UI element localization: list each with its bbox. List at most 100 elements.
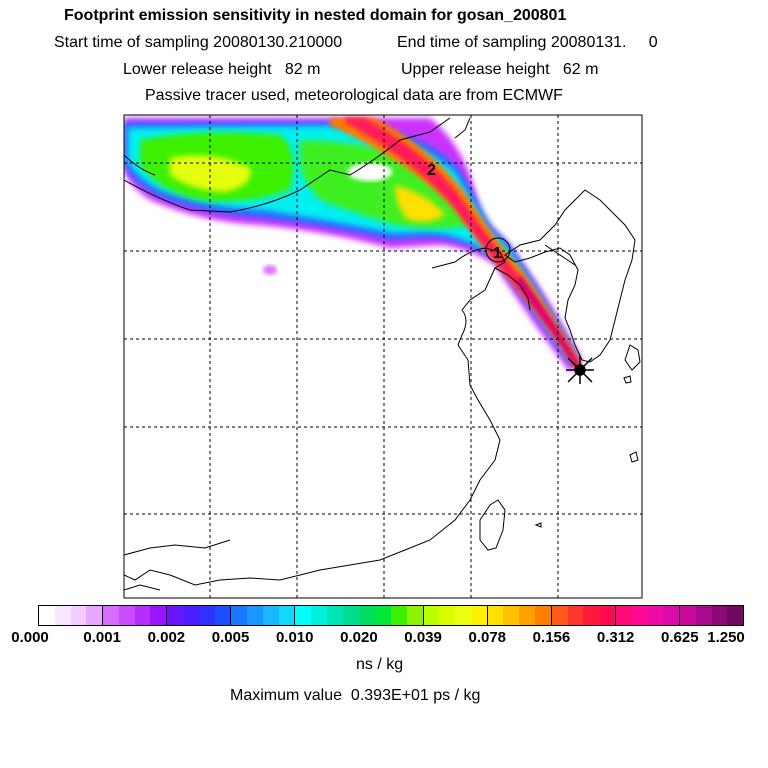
colorbar-swatch [599, 606, 615, 625]
colorbar-swatch [118, 606, 135, 625]
colorbar-segment [615, 606, 680, 625]
colorbar-swatch [278, 606, 295, 625]
colorbar-segment [679, 606, 744, 625]
colorbar-swatch [231, 606, 248, 625]
korea-peninsula [504, 189, 636, 363]
colorbar-swatch [54, 606, 71, 625]
colorbar-swatch [647, 606, 664, 625]
colorbar-swatch [470, 606, 487, 625]
northeast-coast [454, 117, 471, 139]
sampling-start-time: Start time of sampling 20080130.210000 [54, 34, 343, 51]
colorbar-swatch [198, 606, 215, 625]
island-small-2 [629, 451, 639, 463]
island-small-3 [534, 522, 542, 528]
colorbar-swatch [583, 606, 600, 625]
maximum-value: Maximum value 0.393E+01 ps / kg [230, 687, 481, 704]
colorbar-swatch [663, 606, 679, 625]
point-1-label: 1 [493, 245, 502, 262]
island-small-1 [623, 375, 632, 384]
colorbar-segment [103, 606, 168, 625]
colorbar-tick-label: 0.002 [147, 629, 186, 646]
isolated-patch [263, 265, 277, 275]
taiwan [479, 499, 506, 551]
colorbar-swatch [359, 606, 376, 625]
colorbar-tick-label: 0.005 [211, 629, 250, 646]
plume-yellow-east-region [395, 185, 445, 222]
colorbar-swatch [326, 606, 343, 625]
receptor-marker [566, 356, 594, 384]
colorbar-tick-label: 0.312 [596, 629, 635, 646]
colorbar-swatch [535, 606, 551, 625]
kyushu [624, 344, 641, 371]
plume-yellow-region [170, 155, 251, 192]
colorbar-segment [423, 606, 488, 625]
colorbar-swatch [391, 606, 407, 625]
point-1-circle [485, 237, 511, 263]
colorbar-swatch [134, 606, 151, 625]
point-2-label: 2 [427, 162, 436, 179]
map-title: Footprint emission sensitivity in nested… [64, 7, 567, 24]
colorbar-swatch [727, 606, 744, 625]
upper-release-height: Upper release height 62 m [401, 61, 599, 78]
colorbar-swatch [406, 606, 423, 625]
colorbar-swatch [695, 606, 712, 625]
colorbar-segment [359, 606, 424, 625]
china-mongolia-border [124, 117, 451, 213]
colorbar-swatch [615, 606, 632, 625]
mongolia-lake-border [124, 154, 156, 176]
colorbar-swatch [711, 606, 728, 625]
colorbar [38, 605, 744, 626]
sampling-end-time: End time of sampling 20080131. 0 [397, 34, 658, 51]
plume-hole [348, 163, 392, 181]
colorbar-swatch [262, 606, 279, 625]
colorbar-tick-label: 0.010 [275, 629, 314, 646]
colorbar-segment [551, 606, 616, 625]
colorbar-swatch [439, 606, 456, 625]
colorbar-swatch [150, 606, 167, 625]
colorbar-swatch [487, 606, 504, 625]
colorbar-segment [295, 606, 360, 625]
colorbar-swatch [375, 606, 392, 625]
colorbar-segment [487, 606, 552, 625]
coastlines [124, 117, 641, 591]
colorbar-tick-label: 1.250 [707, 629, 745, 646]
colorbar-tick-label: 0.625 [661, 629, 699, 646]
colorbar-tick-label: 0.020 [340, 629, 378, 646]
map-frame [123, 114, 643, 599]
plume-core-peak [516, 275, 580, 368]
colorbar-swatch [214, 606, 231, 625]
colorbar-swatch [342, 606, 359, 625]
colorbar-swatch [311, 606, 327, 625]
colorbar-swatch [167, 606, 183, 625]
colorbar-swatch [631, 606, 648, 625]
colorbar-swatch [423, 606, 440, 625]
colorbar-swatch [503, 606, 520, 625]
colorbar-swatch [39, 606, 55, 625]
korea-border [544, 244, 576, 266]
colorbar-tick-label: 0.001 [83, 629, 121, 646]
province-border-west [124, 539, 231, 556]
colorbar-swatch [182, 606, 199, 625]
colorbar-segment [231, 606, 296, 625]
tracer-note: Passive tracer used, meteorological data… [145, 87, 563, 104]
vietnam-border [124, 584, 161, 591]
colorbar-tick-label: 0.078 [468, 629, 507, 646]
colorbar-swatch [247, 606, 263, 625]
colorbar-swatch [519, 606, 535, 625]
colorbar-swatch [551, 606, 568, 625]
bohai-coast [494, 267, 531, 311]
colorbar-swatch [679, 606, 696, 625]
colorbar-segment [39, 606, 104, 625]
colorbar-swatch [455, 606, 471, 625]
colorbar-tick-label: 0.000 [11, 629, 49, 646]
colorbar-swatch [103, 606, 119, 625]
colorbar-swatch [70, 606, 87, 625]
north-china-coast [124, 247, 506, 586]
colorbar-tick-label: 0.156 [532, 629, 571, 646]
colorbar-tick-label: 0.039 [404, 629, 442, 646]
colorbar-units: ns / kg [356, 656, 404, 673]
colorbar-swatch [567, 606, 584, 625]
footprint-plume [124, 118, 582, 372]
map-grid [124, 115, 642, 598]
